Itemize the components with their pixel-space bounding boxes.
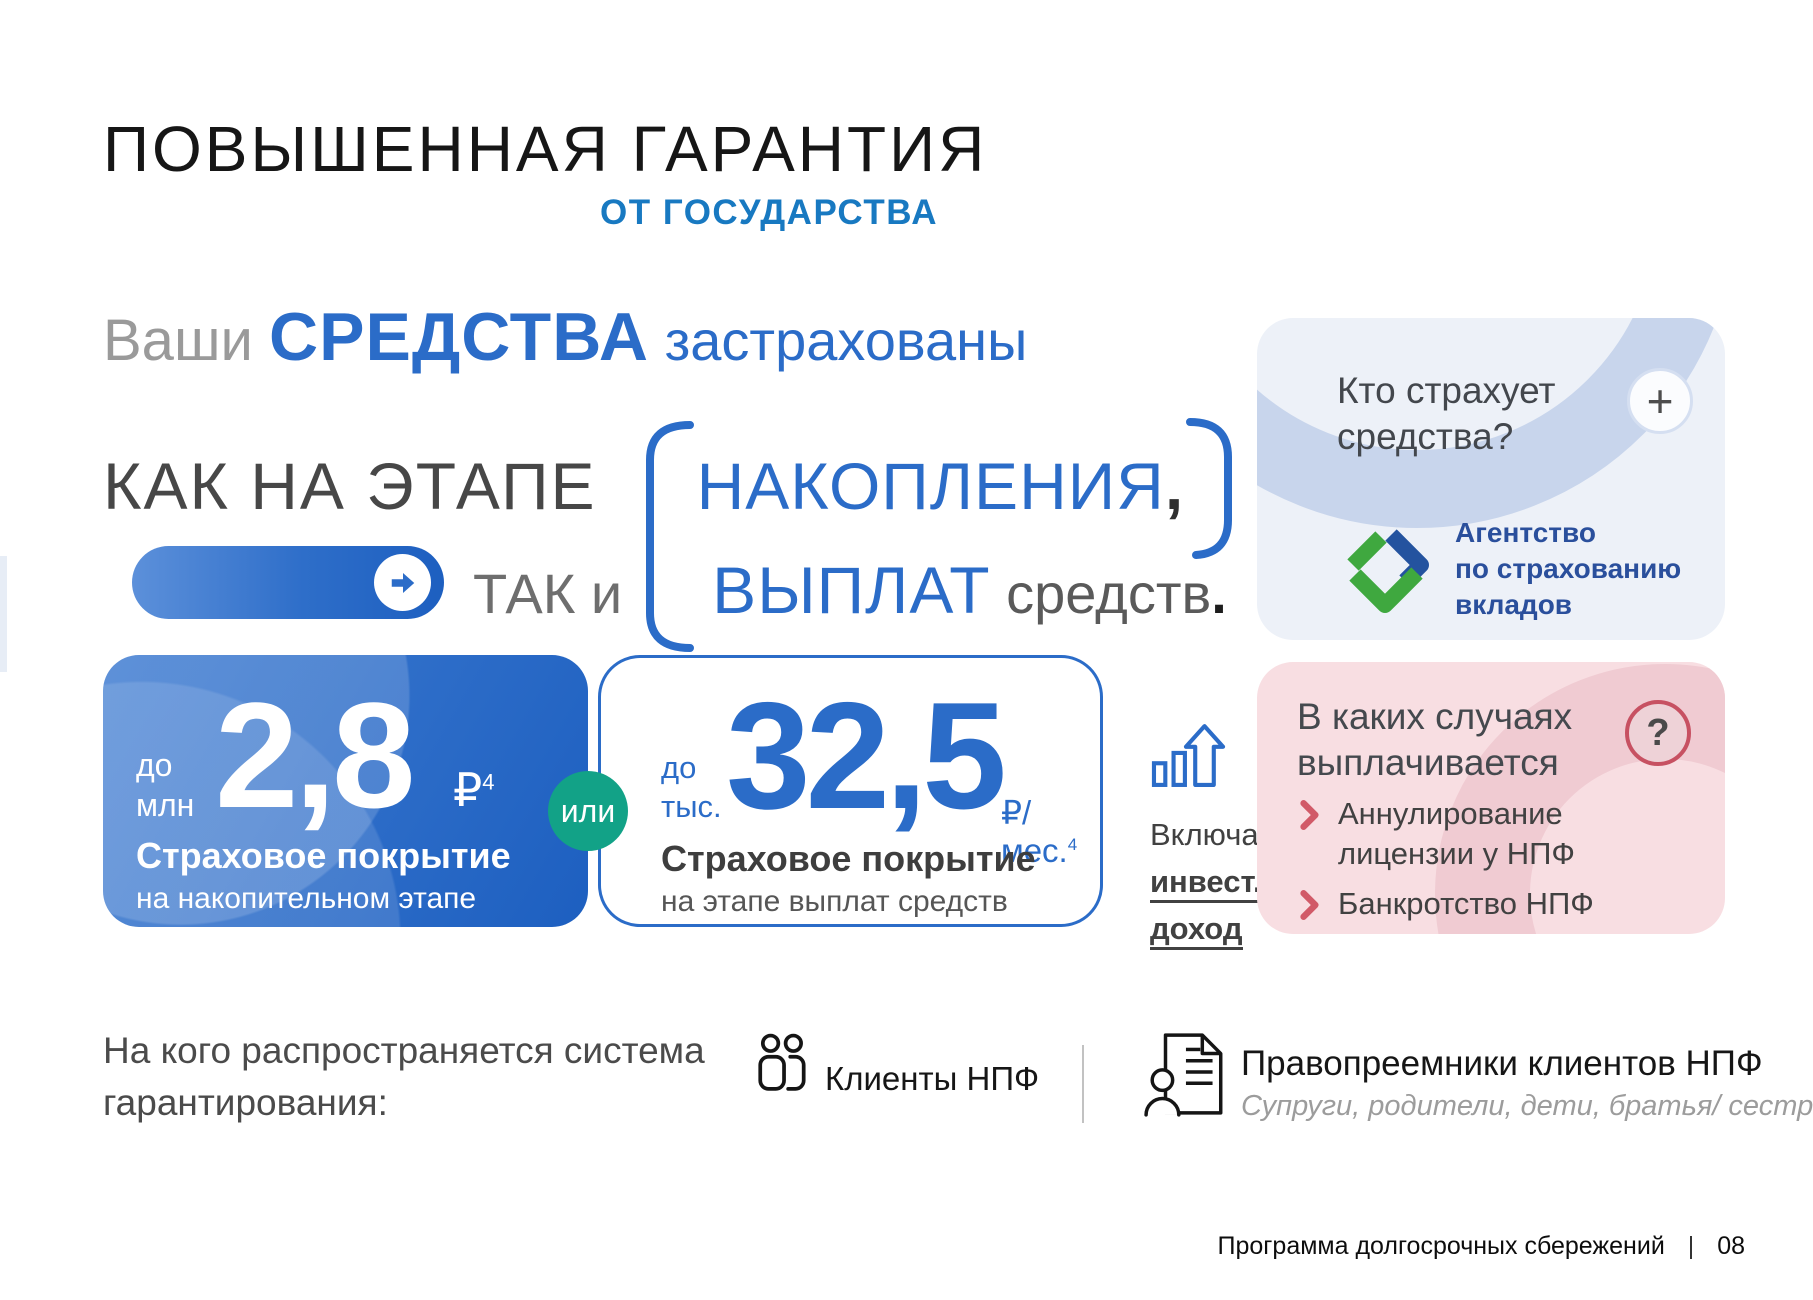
question-button[interactable]: ? xyxy=(1625,700,1691,766)
successors-block: Правопреемники клиентов НПФ Супруги, род… xyxy=(1143,1028,1813,1125)
footer-program-label: Программа долгосрочных сбережений xyxy=(1217,1232,1665,1260)
hero-line-2: КАК НА ЭТАПЕ НАКОПЛЕНИЯ, xyxy=(103,448,1183,524)
footer: Программа долгосрочных сбережений | 08 xyxy=(1218,1232,1745,1261)
case-item-label: Аннулирование лицензии у НПФ xyxy=(1338,796,1575,871)
people-icon xyxy=(758,1033,806,1091)
invest-note-plain: Включая xyxy=(1150,817,1276,852)
invest-income-note: Включая инвест. доход xyxy=(1150,722,1300,952)
cases-title: В каких случаях выплачивается xyxy=(1297,696,1573,783)
payout-cases-card: В каких случаях выплачивается ? Аннулиро… xyxy=(1257,662,1725,934)
footnote-marker: 4 xyxy=(482,769,495,795)
hero-line-1: Ваши СРЕДСТВА застрахованы xyxy=(103,298,1027,376)
hero-stage-accumulation: НАКОПЛЕНИЯ xyxy=(696,449,1165,523)
coverage-amount: 2,8 xyxy=(215,671,416,839)
vertical-divider xyxy=(1082,1045,1084,1123)
hero-period: . xyxy=(1211,562,1227,625)
coverage-title: Страховое покрытие xyxy=(136,835,511,876)
successors-subtitle: Супруги, родители, дети, братья/ сестры … xyxy=(1241,1090,1813,1122)
coverage-card-payout: до тыс. 32,5 ₽/ мес.4 Страховое покрытие… xyxy=(598,655,1103,927)
bracket-decoration xyxy=(646,418,1232,652)
hero-stage-suffix: средств xyxy=(990,562,1212,625)
successor-document-icon xyxy=(1144,1033,1223,1117)
chevron-right-icon xyxy=(1300,890,1319,920)
coverage-card-accumulation: до млн 2,8 ₽4 Страховое покрытие на нако… xyxy=(103,655,588,927)
currency-label: ₽4 xyxy=(453,764,495,816)
coverage-subtitle: на этапе выплат средств xyxy=(661,885,1008,918)
invest-note-text: Включая инвест. доход xyxy=(1150,811,1300,952)
insurer-question: Кто страхует средства? xyxy=(1337,370,1556,457)
hero-stage-prefix: КАК НА ЭТАПЕ xyxy=(103,449,597,523)
left-edge-decoration xyxy=(0,556,7,672)
agency-name: Агентство по страхованию вкладов xyxy=(1455,517,1682,620)
hero-comma: , xyxy=(1164,449,1184,523)
successors-title: Правопреемники клиентов НПФ xyxy=(1241,1044,1763,1083)
invest-link-2[interactable]: доход xyxy=(1150,911,1243,950)
arrow-pill xyxy=(132,546,444,619)
coverage-amount: 32,5 xyxy=(726,671,1007,841)
arrow-button[interactable] xyxy=(374,554,431,611)
clients-label: Клиенты НПФ xyxy=(825,1060,1040,1097)
right-arrow-icon xyxy=(391,572,414,593)
deposit-insurance-agency-logo-icon xyxy=(1347,529,1429,613)
insurer-card: Кто страхует средства? + Агентство по ст… xyxy=(1257,318,1725,640)
audience-heading: На кого распространяется система гаранти… xyxy=(103,1030,705,1123)
plus-button[interactable]: + xyxy=(1627,368,1693,434)
coverage-title: Страховое покрытие xyxy=(661,838,1036,879)
clients-block: Клиенты НПФ xyxy=(753,1032,1039,1101)
hero-line-3: ТАК и ВЫПЛАТ средств. xyxy=(473,552,1227,628)
hero-conjunction: ТАК и xyxy=(473,562,623,625)
growth-chart-icon xyxy=(1151,724,1226,787)
coverage-limit-prefix: до млн xyxy=(136,747,195,823)
hero-word-zastrahovany: застрахованы xyxy=(649,309,1028,372)
hero-stage-payout: ВЫПЛАТ xyxy=(712,553,991,627)
coverage-subtitle: на накопительном этапе xyxy=(136,882,477,915)
page-title: ПОВЫШЕННАЯ ГАРАНТИЯ xyxy=(103,113,988,185)
page-subtitle: ОТ ГОСУДАРСТВА xyxy=(600,193,939,232)
hero-word-vashi: Ваши xyxy=(103,308,269,373)
coverage-limit-prefix: до тыс. xyxy=(661,750,722,824)
hero-word-sredstva: СРЕДСТВА xyxy=(269,299,650,375)
case-item: Банкротство НПФ xyxy=(1300,884,1598,924)
chevron-right-icon xyxy=(1300,800,1319,830)
or-badge: или xyxy=(548,771,628,851)
invest-link-1[interactable]: инвест. xyxy=(1150,864,1262,903)
footer-separator: | xyxy=(1687,1232,1695,1260)
footnote-marker: 4 xyxy=(1067,835,1078,854)
currency-label: ₽/ мес.4 xyxy=(1001,794,1078,869)
case-item-label: Банкротство НПФ xyxy=(1338,886,1594,921)
case-item: Аннулирование лицензии у НПФ xyxy=(1300,794,1598,874)
footer-page-number: 08 xyxy=(1717,1232,1745,1260)
